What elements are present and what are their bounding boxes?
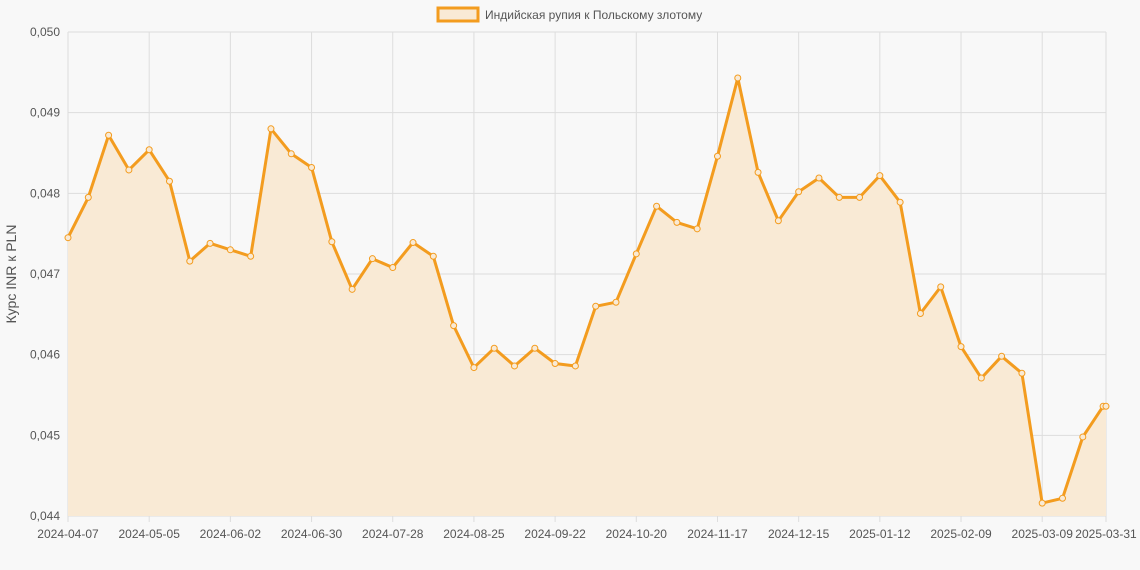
data-point[interactable] — [247, 252, 255, 260]
data-point[interactable] — [592, 302, 600, 310]
x-tick-label: 2024-07-28 — [362, 527, 424, 541]
data-point[interactable] — [125, 166, 133, 174]
data-point[interactable] — [673, 218, 681, 226]
data-point[interactable] — [856, 193, 864, 201]
data-point[interactable] — [612, 298, 620, 306]
data-point[interactable] — [1059, 494, 1067, 502]
data-point[interactable] — [693, 225, 701, 233]
y-axis-title: Курс INR к PLN — [3, 225, 19, 324]
data-point[interactable] — [470, 364, 478, 372]
y-tick-label: 0,049 — [30, 106, 60, 120]
data-point[interactable] — [653, 202, 661, 210]
data-point[interactable] — [876, 172, 884, 180]
legend-swatch[interactable] — [436, 6, 480, 23]
data-point[interactable] — [145, 146, 153, 154]
data-point[interactable] — [206, 239, 214, 247]
y-tick-label: 0,050 — [30, 25, 60, 39]
data-point[interactable] — [754, 168, 762, 176]
y-tick-label: 0,045 — [30, 428, 60, 442]
x-tick-label: 2024-08-25 — [443, 527, 505, 541]
x-tick-label: 2024-12-15 — [768, 527, 830, 541]
data-point[interactable] — [795, 188, 803, 196]
data-point[interactable] — [429, 252, 437, 260]
data-point[interactable] — [389, 264, 397, 272]
data-point[interactable] — [1018, 369, 1026, 377]
data-point[interactable] — [165, 177, 173, 185]
data-point[interactable] — [1038, 499, 1046, 507]
data-point[interactable] — [84, 193, 92, 201]
data-point[interactable] — [368, 255, 376, 263]
x-tick-label: 2025-02-09 — [930, 527, 992, 541]
legend-label[interactable]: Индийская рупия к Польскому злотому — [485, 8, 702, 22]
data-point[interactable] — [977, 374, 985, 382]
data-point[interactable] — [937, 283, 945, 291]
y-axis-ticks: 0,050 0,049 0,048 0,047 0,046 0,045 0,044 — [30, 25, 60, 523]
data-point[interactable] — [734, 74, 742, 82]
data-point[interactable] — [713, 152, 721, 160]
x-tick-label: 2025-01-12 — [849, 527, 911, 541]
x-tick-label: 2025-03-31 — [1075, 527, 1137, 541]
x-tick-label: 2024-10-20 — [606, 527, 668, 541]
data-point[interactable] — [511, 362, 519, 370]
data-point[interactable] — [551, 360, 559, 368]
data-point[interactable] — [896, 198, 904, 206]
data-point[interactable] — [328, 238, 336, 246]
x-axis-ticks: 2024-04-07 2024-05-05 2024-06-02 2024-06-30… — [37, 527, 1137, 541]
data-point[interactable] — [267, 125, 275, 133]
series-points — [64, 74, 1110, 507]
x-tick-label: 2025-03-09 — [1012, 527, 1074, 541]
data-point[interactable] — [450, 322, 458, 330]
data-point[interactable] — [835, 193, 843, 201]
data-point[interactable] — [186, 257, 194, 265]
data-point[interactable] — [531, 344, 539, 352]
data-point[interactable] — [1079, 433, 1087, 441]
series-area-fill — [68, 78, 1106, 516]
data-point[interactable] — [774, 217, 782, 225]
y-tick-label: 0,047 — [30, 267, 60, 281]
data-point[interactable] — [105, 131, 113, 139]
x-tick-label: 2024-11-17 — [687, 527, 748, 541]
data-point[interactable] — [632, 250, 640, 258]
data-point[interactable] — [348, 285, 356, 293]
x-tick-label: 2024-05-05 — [118, 527, 180, 541]
x-tick-label: 2024-06-02 — [200, 527, 262, 541]
x-tick-label: 2024-04-07 — [37, 527, 99, 541]
data-point[interactable] — [571, 362, 579, 370]
x-tick-label: 2024-06-30 — [281, 527, 343, 541]
data-point[interactable] — [998, 352, 1006, 360]
data-point[interactable] — [490, 344, 498, 352]
data-point[interactable] — [957, 343, 965, 351]
data-point[interactable] — [1102, 402, 1110, 410]
x-tick-label: 2024-09-22 — [524, 527, 586, 541]
legend[interactable]: Индийская рупия к Польскому злотому — [436, 6, 702, 23]
data-point[interactable] — [409, 239, 417, 247]
data-point[interactable] — [64, 234, 72, 242]
y-tick-label: 0,044 — [30, 509, 60, 523]
data-point[interactable] — [308, 164, 316, 172]
y-tick-label: 0,046 — [30, 348, 60, 362]
data-point[interactable] — [287, 150, 295, 158]
data-point[interactable] — [916, 310, 924, 318]
data-point[interactable] — [226, 246, 234, 254]
data-point[interactable] — [815, 174, 823, 182]
y-tick-label: 0,048 — [30, 186, 60, 200]
